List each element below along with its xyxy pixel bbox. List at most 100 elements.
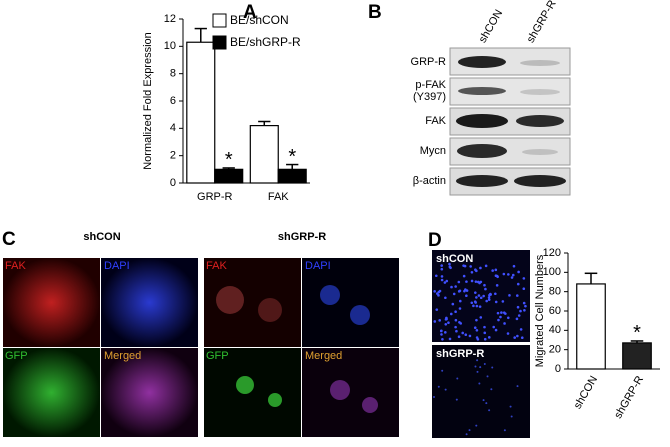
cell	[485, 402, 488, 405]
bar	[249, 124, 279, 184]
cell	[512, 264, 516, 268]
panel-label: C	[2, 229, 16, 250]
cell	[487, 336, 491, 339]
row-label: β-actin	[413, 175, 446, 187]
error-bar	[258, 120, 271, 126]
cell	[478, 305, 482, 308]
cell	[454, 325, 457, 329]
cell	[491, 269, 494, 272]
cell	[447, 321, 450, 325]
image	[302, 348, 399, 437]
cell	[503, 429, 506, 432]
cell	[509, 405, 512, 408]
cell	[452, 292, 456, 296]
cell	[474, 365, 477, 368]
group-title: shGRP-R	[278, 231, 326, 243]
cell	[461, 331, 465, 335]
cell	[510, 415, 513, 418]
cell	[503, 322, 506, 325]
cell	[496, 311, 500, 315]
cell	[519, 309, 522, 313]
band	[520, 60, 560, 66]
y-tick-label: 120	[543, 247, 561, 259]
cell	[502, 311, 506, 314]
panel-label: B	[368, 2, 382, 23]
channel-label: DAPI	[104, 260, 130, 272]
y-tick-label: 100	[543, 266, 561, 278]
cell	[330, 380, 350, 400]
cell	[448, 265, 452, 269]
y-tick-label: 20	[549, 344, 561, 356]
y-tick-label: 4	[170, 122, 176, 134]
y-tick-label: 80	[549, 286, 561, 298]
cell	[473, 300, 477, 303]
cell	[454, 318, 458, 322]
cell	[491, 366, 494, 369]
cell	[445, 279, 449, 283]
cell	[434, 274, 438, 278]
cell	[524, 304, 527, 308]
band	[457, 144, 507, 158]
cell	[479, 266, 482, 270]
cell	[458, 320, 461, 324]
bar	[277, 168, 307, 184]
channel-label: DAPI	[305, 260, 331, 272]
error-bar	[194, 27, 207, 43]
panel-label: A	[243, 2, 257, 23]
y-tick-label: 0	[170, 177, 176, 189]
cell	[441, 337, 444, 341]
cell	[468, 334, 472, 338]
error-bar	[222, 167, 235, 170]
cell	[437, 385, 440, 388]
cell	[440, 278, 444, 282]
y-tick-label: 6	[170, 95, 176, 107]
cell	[489, 292, 492, 296]
cell	[436, 292, 439, 295]
row-label: GRP-R	[411, 56, 447, 68]
cell	[448, 337, 452, 341]
channel-label: GFP	[5, 350, 28, 362]
cell	[479, 316, 483, 319]
x-tick-label: GRP-R	[197, 191, 233, 203]
y-tick-label: 0	[555, 363, 561, 375]
error-bar	[286, 163, 299, 170]
channel-label: GFP	[206, 350, 229, 362]
cell	[520, 336, 524, 340]
cell	[517, 314, 521, 317]
cell	[494, 328, 498, 332]
cell	[500, 311, 503, 314]
bar	[622, 342, 652, 370]
cell	[494, 292, 497, 296]
cell	[511, 273, 515, 277]
cell	[516, 282, 520, 286]
cell	[494, 268, 498, 272]
cell	[464, 288, 467, 291]
cell	[457, 280, 461, 284]
cell	[463, 264, 467, 268]
cell	[502, 272, 506, 276]
x-tick-label: FAK	[268, 191, 289, 203]
cell	[478, 382, 481, 385]
y-tick-label: 2	[170, 150, 176, 162]
cell	[444, 322, 448, 326]
cell	[362, 397, 378, 413]
x-tick-label: shGRP-R	[612, 374, 646, 421]
cell	[439, 329, 443, 333]
cell	[476, 370, 479, 373]
cell	[472, 304, 475, 308]
image-label: shCON	[436, 253, 473, 265]
row-label: Mycn	[420, 145, 446, 157]
group-title: shCON	[83, 231, 120, 243]
error-bar	[584, 272, 598, 284]
micrographs: shCON shGRP-R	[3, 231, 399, 437]
channel-label: Merged	[305, 350, 342, 362]
cell	[484, 264, 488, 268]
cell	[483, 362, 486, 365]
cell	[501, 300, 505, 303]
cell	[516, 305, 520, 309]
cell	[519, 328, 523, 331]
cell	[475, 328, 479, 332]
cell	[438, 319, 441, 322]
lane-label: shCON	[477, 8, 505, 45]
band	[456, 175, 508, 187]
